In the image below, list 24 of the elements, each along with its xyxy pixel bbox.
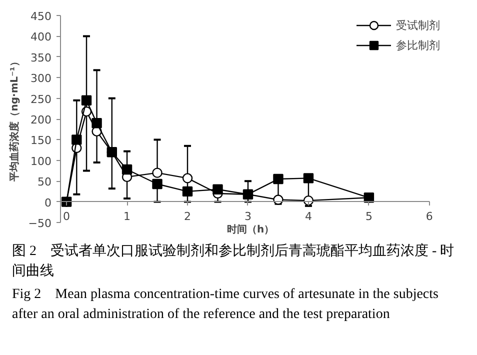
caption: 图 2 受试者单次口服试验制剂和参比制剂后青蒿琥酯平均血药浓度 - 时间曲线 — [12, 242, 456, 282]
y-tick-label: 50 — [38, 176, 52, 189]
y-tick-label: 200 — [30, 114, 52, 126]
x-tick-label: 4 — [304, 210, 312, 223]
legend-label: 参比制剂 — [396, 38, 440, 52]
y-axis-title: 平均血药浓度（ng·mL⁻¹） — [8, 56, 20, 182]
y-tick-label: 250 — [30, 92, 52, 106]
x-tick-label: 0 — [63, 210, 70, 223]
y-tick-label: −50 — [28, 217, 52, 230]
y-tick-label: 0 — [44, 196, 52, 210]
x-tick-label: 5 — [365, 210, 372, 223]
y-tick-label: 100 — [30, 154, 52, 168]
caption: Fig 2 Mean plasma concentration-time curves of artesunate in the subjects after an oral administration of the reference and the test preparation — [12, 286, 440, 324]
y-tick-label: 350 — [30, 51, 52, 64]
y-tick-label: 450 — [30, 10, 52, 23]
legend-label: 受试制剂 — [396, 18, 440, 32]
x-axis-title: 时间（h） — [226, 224, 274, 236]
x-tick-label: 2 — [184, 210, 192, 223]
x-tick-label: 6 — [426, 210, 433, 223]
y-tick-label: 400 — [30, 30, 52, 44]
y-tick-label: 150 — [30, 134, 52, 148]
x-tick-label: 1 — [124, 210, 131, 223]
x-tick-label: 3 — [244, 210, 252, 223]
y-tick-label: 300 — [30, 72, 52, 86]
